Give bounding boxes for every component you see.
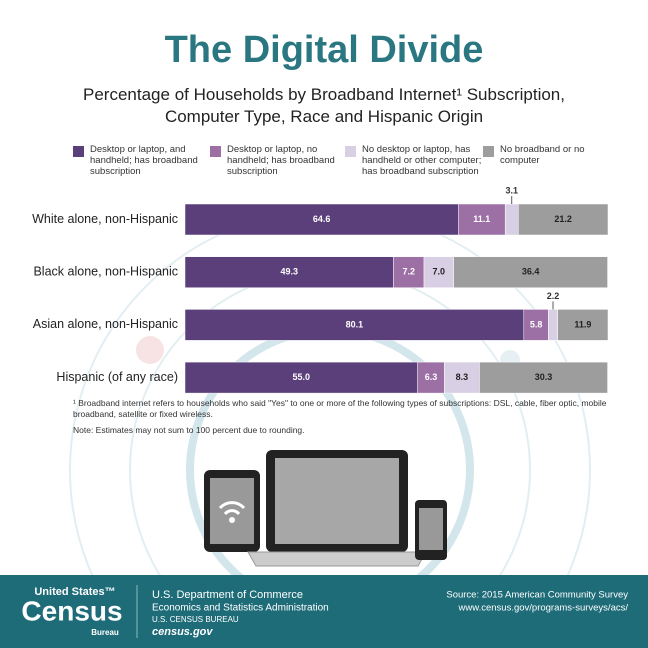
note: Note: Estimates may not sum to 100 perce…: [73, 425, 305, 435]
footer-url: www.census.gov/programs-surveys/acs/: [458, 603, 629, 614]
value-label: 64.6: [313, 214, 331, 224]
footer-admin: Economics and Statistics Administration: [152, 603, 329, 614]
logo-top: United States™: [34, 586, 115, 598]
value-label: 11.9: [574, 319, 591, 329]
bar-segment: [184, 361, 418, 394]
footer-source: Source: 2015 American Community Survey: [446, 590, 628, 601]
value-label: 30.3: [535, 372, 553, 382]
footnote: ¹ Broadband internet refers to household…: [73, 398, 607, 419]
legend-label: No desktop or laptop, has handheld or ot…: [362, 144, 482, 177]
legend-label: No broadband or no computer: [500, 144, 585, 166]
bar-segment: [417, 361, 445, 394]
footer-bar: [0, 575, 648, 648]
bar-segment: [444, 361, 480, 394]
value-label: 21.2: [554, 214, 572, 224]
bar-segment: [184, 256, 394, 288]
value-label: 5.8: [530, 319, 543, 329]
value-label: 8.3: [456, 372, 469, 382]
bar-segment: [458, 203, 506, 236]
value-label: 3.1: [506, 185, 519, 195]
bar-segment: [453, 256, 608, 288]
bar-segment: [548, 309, 558, 341]
bar-segment: [479, 361, 608, 394]
category-label: Hispanic (of any race): [56, 370, 178, 384]
legend-label: Desktop or laptop, and handheld; has bro…: [90, 144, 198, 177]
footer-bureau: U.S. CENSUS BUREAU: [152, 615, 239, 624]
bar-segment: [557, 309, 609, 341]
bar-segment: [423, 256, 454, 288]
bar-segment: [393, 256, 425, 288]
bar-segment: [184, 309, 525, 341]
chart-title: The Digital Divide: [165, 29, 484, 71]
value-label: 7.2: [403, 267, 416, 277]
value-label: 36.4: [522, 267, 540, 277]
value-label: 6.3: [425, 372, 438, 382]
legend-swatch: [73, 146, 84, 157]
category-label: Black alone, non-Hispanic: [33, 264, 178, 278]
chart-subtitle: Percentage of Households by Broadband In…: [83, 85, 565, 126]
category-label: Asian alone, non-Hispanic: [33, 317, 178, 331]
footer-dept: U.S. Department of Commerce: [152, 589, 303, 601]
logo-bottom: Bureau: [91, 628, 119, 637]
bar-segment: [184, 203, 459, 236]
bar-segment: [504, 203, 519, 236]
footer-site: census.gov: [152, 626, 213, 638]
legend-swatch: [210, 146, 221, 157]
bar-segment: [518, 203, 609, 236]
value-label: 2.2: [547, 291, 560, 301]
value-label: 55.0: [293, 372, 311, 382]
value-label: 11.1: [473, 214, 490, 224]
logo-main: Census: [21, 595, 122, 626]
category-label: White alone, non-Hispanic: [32, 212, 178, 226]
legend-label: Desktop or laptop, no handheld; has broa…: [227, 144, 335, 177]
legend-swatch: [345, 146, 356, 157]
value-label: 7.0: [433, 267, 446, 277]
bar-segment: [523, 309, 549, 341]
value-label: 49.3: [281, 267, 299, 277]
legend-swatch: [483, 146, 494, 157]
value-label: 80.1: [346, 319, 364, 329]
devices: [204, 450, 447, 567]
